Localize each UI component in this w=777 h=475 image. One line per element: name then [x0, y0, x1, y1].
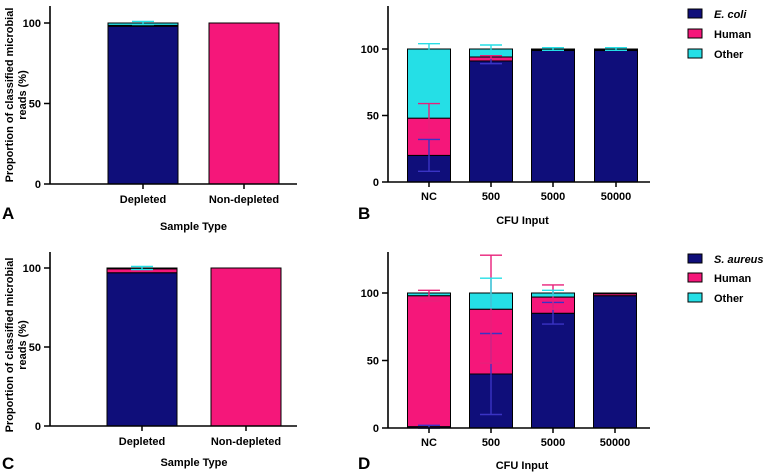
x-tick-label: 500	[482, 191, 500, 203]
y-tick-label: 100	[23, 18, 41, 30]
y-axis-title: Proportion of classified microbialreads …	[4, 258, 29, 433]
legend-swatch	[687, 253, 703, 264]
bar-segment-bacteria	[107, 25, 179, 185]
x-tick-label: Depleted	[120, 194, 166, 206]
y-tick-label: 100	[23, 263, 41, 275]
bar-group	[469, 254, 513, 429]
legend-swatch	[687, 272, 703, 283]
legend-label: Human	[714, 273, 752, 285]
y-axis-title-line: Proportion of classified microbial	[4, 258, 16, 433]
y-tick-label: 100	[361, 44, 379, 56]
bar-segment-e-coli	[531, 49, 575, 183]
bar-group	[531, 284, 575, 429]
y-axis-title-line: reads (%)	[17, 70, 29, 120]
bar-group	[531, 46, 575, 183]
legend-swatch	[687, 48, 703, 59]
legend: S. aureus Human Other	[687, 253, 764, 305]
bar-group	[210, 267, 282, 427]
x-axis-title: CFU Input	[496, 460, 549, 472]
bar-segment-human	[407, 295, 451, 428]
bar-group	[593, 292, 637, 429]
x-tick-label: 500	[482, 437, 500, 449]
legend-label: Human	[714, 29, 752, 41]
y-tick-label: 0	[35, 179, 41, 191]
x-tick-label: 50000	[600, 437, 631, 449]
bar-segment-s-aureus	[593, 295, 637, 429]
panel-label: C	[2, 454, 14, 473]
x-tick-label: 50000	[601, 191, 632, 203]
legend-swatch	[687, 8, 703, 19]
bar-group	[407, 42, 451, 183]
legend-label: S. aureus	[714, 254, 764, 266]
bar-segment-other	[593, 292, 637, 295]
panel-b: NC 500 5000 50000 0 50 100 CFU Input B E. coli Hum…	[358, 6, 752, 227]
bar-segment-human	[210, 267, 282, 427]
legend-label: Other	[714, 49, 744, 61]
bar-group	[106, 265, 178, 427]
bar-group	[407, 289, 451, 429]
y-tick-label: 0	[35, 421, 41, 433]
x-tick-label: Non-depleted	[211, 436, 281, 448]
x-axis-title: CFU Input	[496, 215, 549, 227]
bar-segment-e-coli	[594, 49, 638, 183]
x-tick-label: NC	[421, 191, 437, 203]
y-axis-title: Proportion of classified microbialreads …	[4, 8, 29, 183]
panel-d: NC 500 5000 50000 0 50 100 CFU Input D S. aureus H…	[358, 252, 764, 473]
bar-segment-e-coli	[469, 60, 513, 183]
bar-segment-human	[208, 22, 280, 185]
bar-group	[469, 44, 513, 183]
panel-label: B	[358, 204, 370, 223]
x-tick-label: 5000	[541, 191, 565, 203]
panel-label: A	[2, 204, 14, 223]
panel-label: D	[358, 454, 370, 473]
x-tick-label: NC	[421, 437, 437, 449]
bar-group	[107, 20, 179, 185]
y-tick-label: 0	[373, 177, 379, 189]
x-tick-label: Depleted	[119, 436, 165, 448]
y-axis-title-line: Proportion of classified microbial	[4, 8, 16, 183]
y-tick-label: 0	[373, 423, 379, 435]
legend-swatch	[687, 292, 703, 303]
legend-swatch	[687, 28, 703, 39]
y-tick-label: 50	[367, 111, 379, 123]
y-tick-label: 50	[29, 99, 41, 111]
y-tick-label: 100	[361, 288, 379, 300]
legend-label: E. coli	[714, 9, 747, 21]
bar-segment-s-aureus	[531, 312, 575, 429]
y-tick-label: 50	[29, 342, 41, 354]
x-axis-title: Sample Type	[160, 457, 227, 469]
bar-segment-bacteria	[106, 272, 178, 427]
legend: E. coli Human Other	[687, 8, 752, 61]
x-tick-label: 5000	[541, 437, 565, 449]
x-tick-label: Non-depleted	[209, 194, 279, 206]
legend-label: Other	[714, 293, 744, 305]
y-tick-label: 50	[367, 356, 379, 368]
x-axis-title: Sample Type	[160, 221, 227, 233]
bar-group	[208, 22, 280, 185]
y-axis-title-line: reads (%)	[17, 320, 29, 370]
bar-group	[594, 46, 638, 183]
